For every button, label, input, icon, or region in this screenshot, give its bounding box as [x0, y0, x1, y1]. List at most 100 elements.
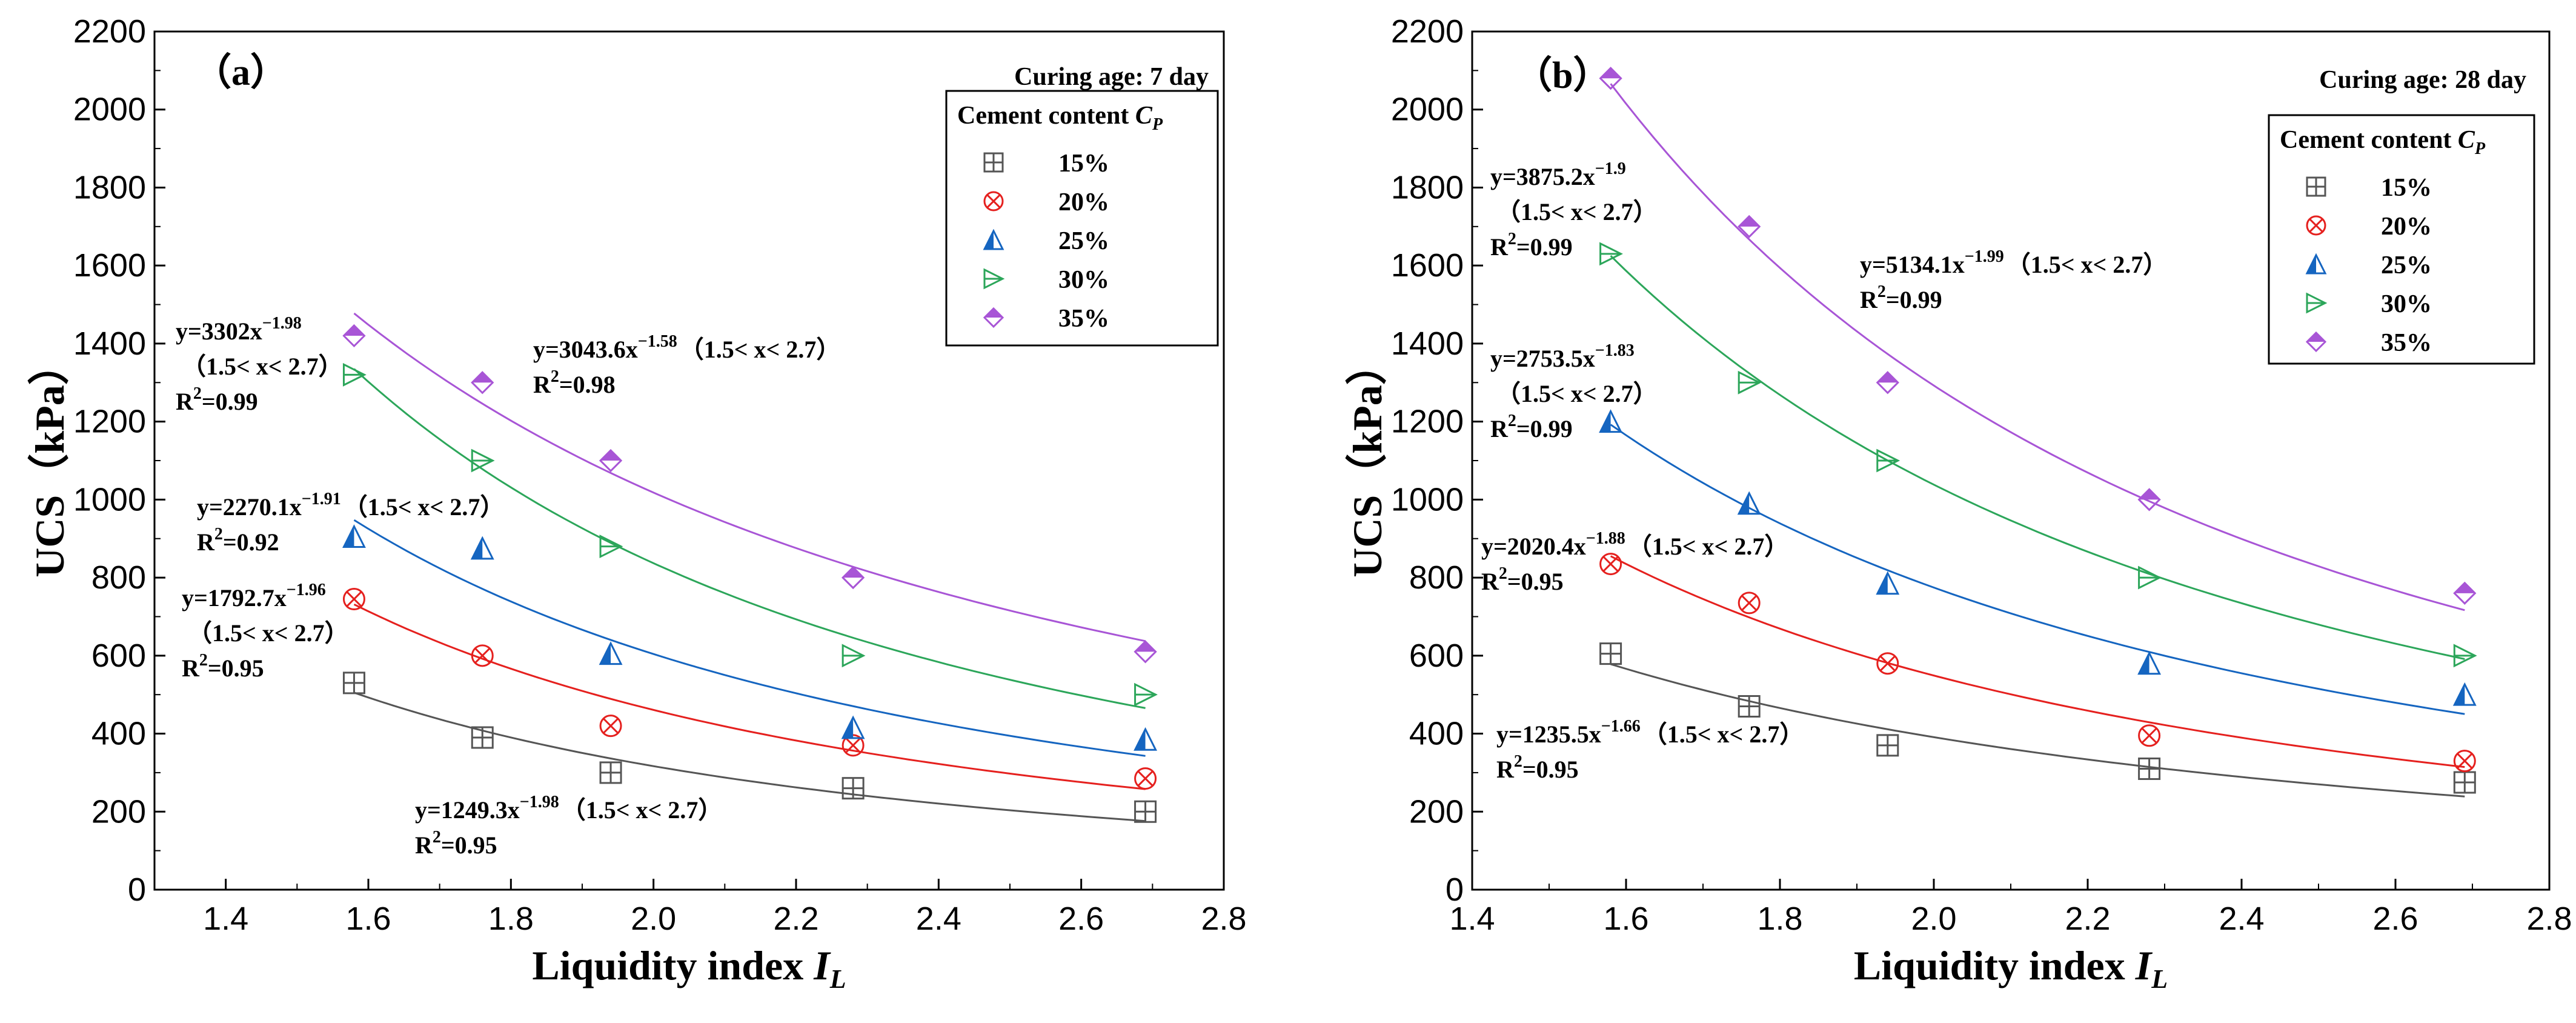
r2-superscript: 2	[214, 525, 223, 544]
r2-value: =0.99	[1886, 286, 1942, 313]
fit-equation-range: （1.5< x< 2.7）	[1496, 198, 1658, 225]
legend-marker	[2305, 331, 2327, 353]
series-20pct: y=2020.4x−1.88 （1.5< x< 2.7）R2=0.95	[1481, 529, 2476, 773]
legend-title: Cement content CP	[2280, 126, 2486, 158]
x-axis-title-text: Liquidity index	[532, 942, 814, 988]
legend: Cement content CP 15% 20% 25% 30% 35%	[2268, 114, 2535, 365]
y-tick-label: 1000	[73, 481, 146, 518]
data-point	[1599, 409, 1623, 433]
fit-equation-range: （1.5< x< 2.7）	[344, 493, 505, 521]
legend-marker-fill	[2307, 333, 2325, 342]
legend-label: 35%	[1058, 305, 1109, 333]
r2-symbol: R	[176, 388, 194, 415]
x-tick-label: 1.4	[1449, 901, 1495, 937]
y-tick-label: 1000	[1391, 481, 1464, 518]
x-tick-label: 2.6	[1058, 901, 1104, 937]
x-tick-label: 1.6	[1603, 901, 1648, 937]
data-point	[2452, 682, 2477, 706]
data-point-d2	[1879, 655, 1896, 671]
fit-curve	[1610, 255, 2465, 660]
legend-marker	[983, 307, 1004, 328]
data-point-fill	[472, 372, 493, 383]
y-tick-label: 600	[91, 638, 146, 674]
x-axis-title-text: Liquidity index	[1854, 942, 2136, 988]
fit-equation-exponent: −1.9	[1595, 159, 1626, 178]
data-point-d2	[1602, 556, 1619, 572]
fit-equation-exponent: −1.91	[302, 490, 341, 508]
fit-equation-range: （1.5< x< 2.7）	[1496, 380, 1658, 407]
fit-equation-range: （1.5< x< 2.7）	[2007, 251, 2168, 278]
x-tick-label: 1.6	[345, 901, 391, 937]
y-axis-title: UCS（kPa）	[27, 344, 73, 577]
y-tick-label: 1400	[1391, 325, 1464, 362]
data-point-fill	[2139, 489, 2160, 500]
r2-value: =0.92	[223, 528, 279, 556]
series-20pct: y=1792.7x−1.96 （1.5< x< 2.7） R2=0.95	[182, 581, 1157, 790]
x-tick-label: 2.8	[1201, 901, 1246, 937]
data-point	[342, 324, 366, 348]
legend-marker	[2306, 215, 2326, 236]
fit-equation-range: （1.5< x< 2.7）	[182, 353, 343, 380]
r2-symbol: R	[182, 655, 200, 682]
x-tick-label: 2.2	[773, 901, 818, 937]
fit-curve	[353, 519, 1146, 757]
data-point-d2	[2457, 753, 2473, 769]
x-tick-label: 2.6	[2372, 901, 2418, 937]
data-point	[1134, 640, 1157, 664]
series-25pct: y=2270.1x−1.91 （1.5< x< 2.7）R2=0.92	[197, 490, 1157, 757]
fit-equation-range: （1.5< x< 2.7）	[680, 336, 841, 363]
fit-equation-line2: （1.5< x< 2.7）	[1496, 380, 1658, 407]
legend-title-subscript: P	[2474, 139, 2486, 158]
y-tick-label: 2200	[73, 13, 146, 50]
y-tick-label: 200	[1409, 793, 1464, 830]
fit-r2: R2=0.99	[176, 384, 258, 415]
y-tick-label: 800	[91, 559, 146, 596]
x-tick-label: 1.8	[488, 901, 534, 937]
chart-panel-b: 0200400600800100012001400160018002000220…	[1344, 13, 2572, 994]
fit-equation-main: y=5134.1x	[1860, 251, 1965, 278]
legend-label: 25%	[1058, 227, 1109, 255]
fit-equation-main: y=2270.1x	[197, 493, 302, 521]
fit-r2: R2=0.95	[415, 828, 497, 859]
data-point-fill	[1739, 216, 1760, 227]
legend-label: 15%	[1058, 150, 1109, 178]
fit-r2: R2=0.98	[533, 367, 616, 398]
data-point-fill	[600, 450, 622, 461]
data-point-d2	[845, 737, 861, 753]
data-point	[1876, 371, 1899, 395]
data-point	[2453, 750, 2476, 773]
data-point	[342, 524, 366, 548]
legend-marker-fill	[984, 308, 1003, 318]
fit-r2: R2=0.99	[1490, 230, 1573, 261]
data-point	[842, 565, 865, 590]
fit-equation-main: y=3875.2x	[1490, 163, 1595, 190]
data-point-fill	[1600, 68, 1621, 79]
fit-equation-line2: （1.5< x< 2.7）	[182, 353, 343, 380]
fit-equation: y=1792.7x−1.96	[182, 581, 326, 611]
y-tick-label: 0	[128, 871, 146, 908]
legend-label: 30%	[1058, 266, 1109, 294]
fit-equation-exponent: −1.98	[262, 314, 302, 333]
y-tick-label: 1200	[1391, 404, 1464, 440]
fit-equation-main: y=3302x	[176, 318, 262, 345]
fit-r2: R2=0.95	[1481, 564, 1564, 595]
series-35pct: y=3043.6x−1.58 （1.5< x< 2.7）R2=0.98	[342, 312, 1157, 664]
y-tick-label: 1600	[73, 247, 146, 284]
legend-box	[945, 90, 1219, 347]
data-point-fill	[2454, 582, 2475, 593]
fit-curve	[353, 368, 1146, 709]
data-point	[1134, 727, 1157, 751]
legend-label: 35%	[2381, 329, 2432, 357]
series-30pct: y=3875.2x−1.9 （1.5< x< 2.7） R2=0.99	[1490, 159, 2477, 668]
legend-title-text: Cement content	[2280, 126, 2458, 154]
fit-equation-main: y=2020.4x	[1481, 533, 1586, 560]
data-point-fill	[344, 325, 365, 336]
data-point	[2453, 581, 2477, 605]
fit-equation: y=1235.5x−1.66 （1.5< x< 2.7）	[1496, 717, 1804, 748]
legend-marker	[2305, 253, 2327, 275]
data-point	[1876, 571, 1900, 595]
r2-superscript: 2	[1499, 564, 1507, 583]
legend-title: Cement content CP	[957, 102, 1163, 134]
series-35pct: y=5134.1x−1.99 （1.5< x< 2.7）R2=0.99	[1599, 67, 2477, 611]
